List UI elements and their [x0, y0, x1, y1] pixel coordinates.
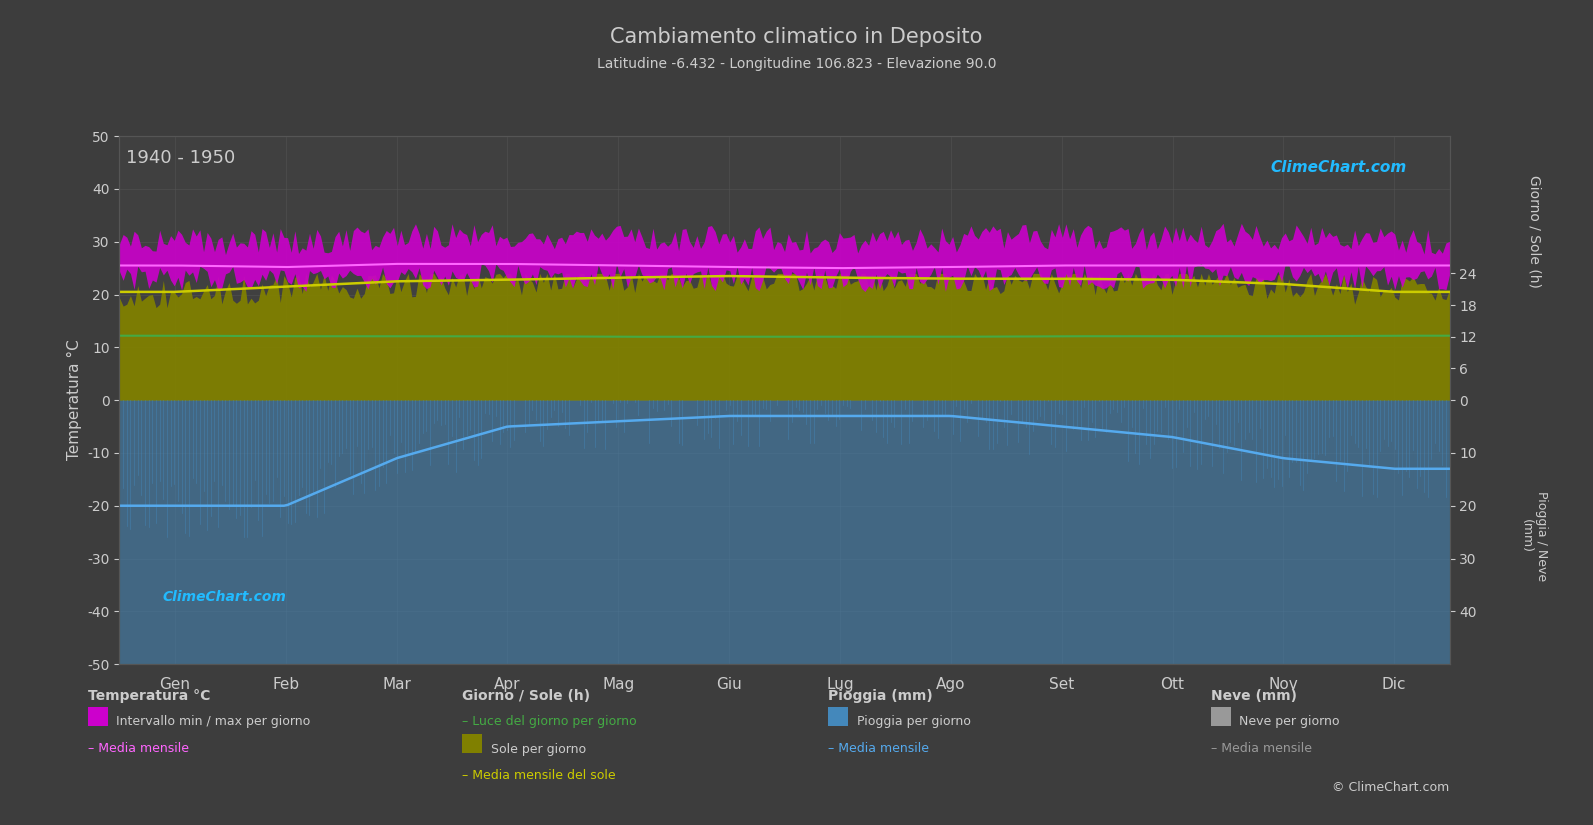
Text: Giorno / Sole (h): Giorno / Sole (h)	[1528, 175, 1540, 287]
Text: – Luce del giorno per giorno: – Luce del giorno per giorno	[462, 715, 637, 728]
Text: © ClimeChart.com: © ClimeChart.com	[1332, 781, 1450, 794]
Text: ClimeChart.com: ClimeChart.com	[162, 590, 285, 604]
Text: Intervallo min / max per giorno: Intervallo min / max per giorno	[116, 715, 311, 728]
Text: Sole per giorno: Sole per giorno	[491, 742, 586, 756]
Y-axis label: Temperatura °C: Temperatura °C	[67, 340, 81, 460]
Text: Giorno / Sole (h): Giorno / Sole (h)	[462, 689, 589, 703]
Text: Latitudine -6.432 - Longitudine 106.823 - Elevazione 90.0: Latitudine -6.432 - Longitudine 106.823 …	[597, 57, 996, 70]
Text: – Media mensile: – Media mensile	[1211, 742, 1311, 756]
Text: Temperatura °C: Temperatura °C	[88, 689, 210, 703]
Text: Cambiamento climatico in Deposito: Cambiamento climatico in Deposito	[610, 27, 983, 47]
Text: Neve per giorno: Neve per giorno	[1239, 715, 1340, 728]
Text: Pioggia per giorno: Pioggia per giorno	[857, 715, 970, 728]
Text: – Media mensile: – Media mensile	[88, 742, 188, 756]
Text: Pioggia / Neve
(mm): Pioggia / Neve (mm)	[1520, 491, 1548, 582]
Text: Neve (mm): Neve (mm)	[1211, 689, 1297, 703]
Text: – Media mensile: – Media mensile	[828, 742, 929, 756]
Text: ClimeChart.com: ClimeChart.com	[1270, 160, 1407, 175]
Text: Pioggia (mm): Pioggia (mm)	[828, 689, 933, 703]
Text: – Media mensile del sole: – Media mensile del sole	[462, 769, 615, 782]
Text: 1940 - 1950: 1940 - 1950	[126, 149, 236, 167]
